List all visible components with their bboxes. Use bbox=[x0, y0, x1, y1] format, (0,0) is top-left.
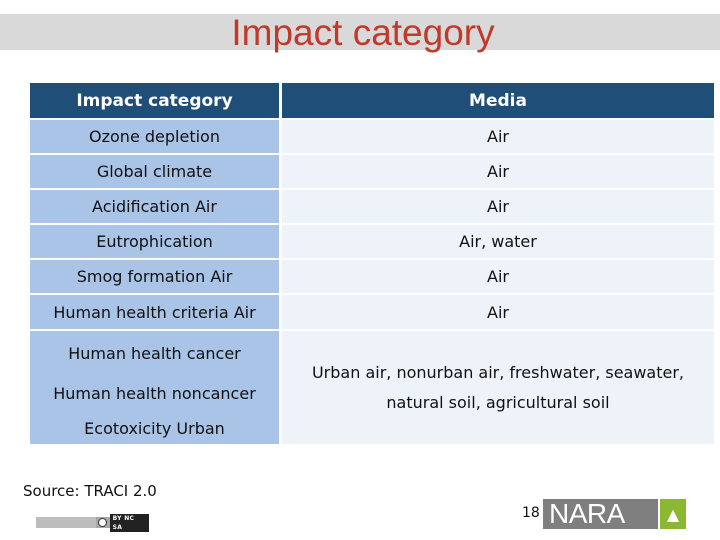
category-label: Human health cancer bbox=[68, 344, 241, 363]
slide-title: Impact category bbox=[231, 12, 495, 53]
category-cell: Human health criteria Air bbox=[30, 295, 279, 329]
nara-logo: NARA bbox=[543, 499, 658, 529]
table-row: Smog formation Air Air bbox=[30, 260, 714, 293]
header-media: Media bbox=[282, 83, 714, 118]
media-cell: Air bbox=[282, 260, 714, 293]
merged-media-cell: Urban air, nonurban air, freshwater, sea… bbox=[282, 331, 714, 444]
merged-category-cell: Human health cancer Human health noncanc… bbox=[30, 331, 279, 444]
table-header-row: Impact category Media bbox=[30, 83, 714, 118]
table-row: Ozone depletion Air bbox=[30, 120, 714, 153]
category-cell: Ozone depletion bbox=[30, 120, 279, 153]
category-cell: Smog formation Air bbox=[30, 260, 279, 293]
license-badge-text: BY NC SA bbox=[109, 513, 149, 532]
license-badge: BY NC SA bbox=[36, 513, 149, 532]
category-cell: Eutrophication bbox=[30, 225, 279, 258]
cc-icon bbox=[97, 518, 107, 527]
media-cell: Air bbox=[282, 295, 714, 329]
title-bar bbox=[0, 14, 720, 50]
source-note: Source: TRACI 2.0 bbox=[23, 482, 157, 500]
media-cell: Air bbox=[282, 190, 714, 223]
license-badge-left bbox=[36, 517, 96, 528]
media-line: natural soil, agricultural soil bbox=[386, 392, 610, 412]
media-cell: Air bbox=[282, 120, 714, 153]
tree-icon: ▲ bbox=[660, 499, 686, 529]
category-cell: Acidification Air bbox=[30, 190, 279, 223]
category-cell: Global climate bbox=[30, 155, 279, 188]
table-row: Human health criteria Air Air bbox=[30, 295, 714, 329]
page-number: 18 bbox=[522, 505, 540, 521]
table-row: Global climate Air bbox=[30, 155, 714, 188]
media-cell: Air bbox=[282, 155, 714, 188]
table-row: Acidification Air Air bbox=[30, 190, 714, 223]
table-row: Eutrophication Air, water bbox=[30, 225, 714, 258]
media-cell: Air, water bbox=[282, 225, 714, 258]
category-label: Human health noncancer bbox=[53, 384, 256, 403]
header-impact-category: Impact category bbox=[30, 83, 279, 118]
category-label: Ecotoxicity Urban bbox=[84, 419, 225, 438]
media-line: Urban air, nonurban air, freshwater, sea… bbox=[311, 362, 685, 382]
